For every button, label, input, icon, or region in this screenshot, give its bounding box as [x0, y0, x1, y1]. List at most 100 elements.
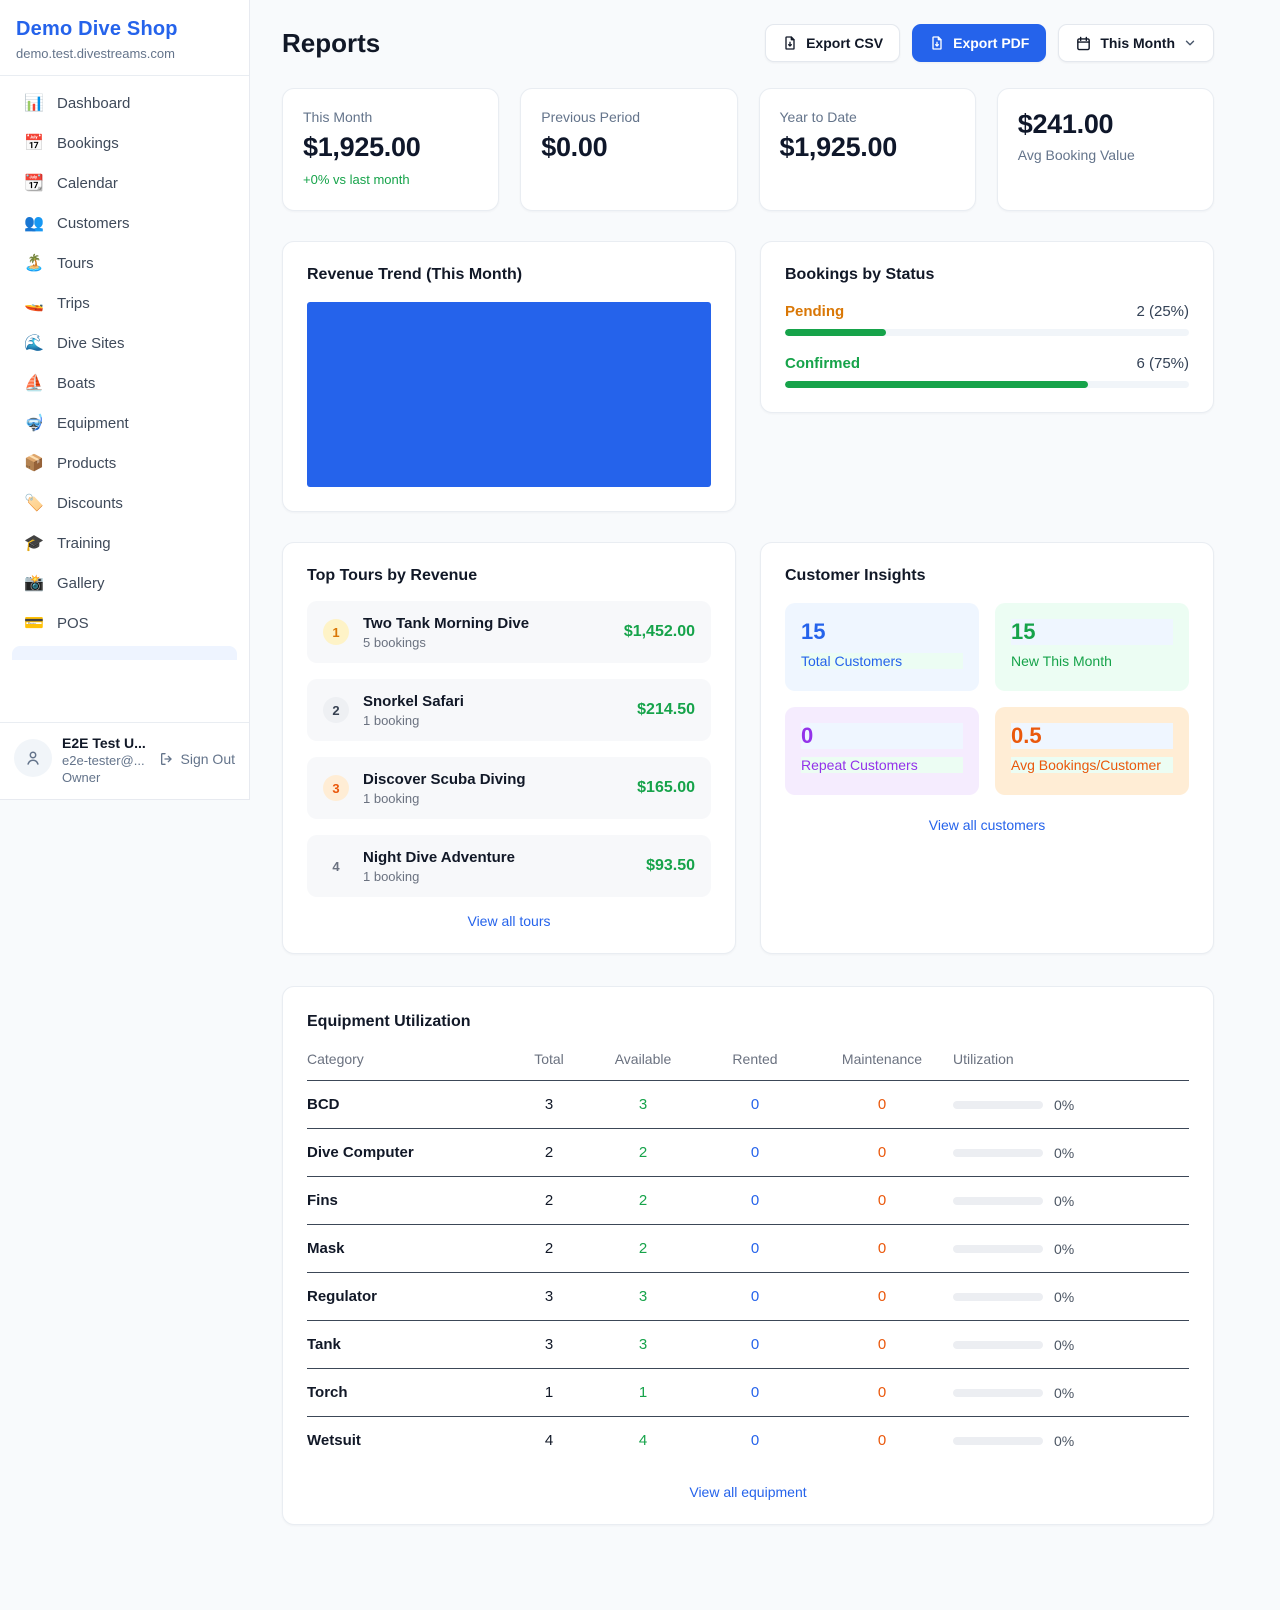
export-pdf-button[interactable]: Export PDF [912, 24, 1047, 62]
sidebar-nav-item[interactable]: ⛵ Boats [12, 366, 237, 401]
utilization-progress-track [953, 1340, 1043, 1349]
equipment-available: 1 [638, 1384, 648, 1401]
view-all-tours-link[interactable]: View all tours [467, 913, 551, 929]
revenue-trend-card: Revenue Trend (This Month) [282, 241, 736, 512]
nav-item-label: Dashboard [57, 95, 131, 112]
nav-item-icon: ⛵ [24, 374, 44, 392]
equipment-available: 2 [638, 1144, 648, 1161]
nav-item-icon: 🏷️ [24, 494, 44, 512]
calendar-icon [1077, 36, 1091, 50]
utilization-progress-track [953, 1100, 1043, 1109]
insight-value: 15 [801, 619, 963, 645]
sign-out-button[interactable]: Sign Out [159, 751, 235, 767]
column-header-rented: Rented [732, 1051, 778, 1067]
tour-list: 1 Two Tank Morning Dive 5 bookings $1,45… [307, 601, 711, 897]
nav-item-icon: 👥 [24, 214, 44, 232]
sidebar-nav-item[interactable]: 🤿 Equipment [12, 406, 237, 441]
sidebar-nav-item[interactable]: 🌊 Dive Sites [12, 326, 237, 361]
sidebar-nav-item[interactable]: 📦 Products [12, 446, 237, 481]
sidebar-nav-item[interactable]: 📅 Bookings [12, 126, 237, 161]
utilization-percent: 0% [1054, 1384, 1075, 1401]
tour-revenue: $165.00 [637, 779, 695, 796]
sidebar: Demo Dive Shop demo.test.divestreams.com… [0, 0, 250, 800]
sidebar-nav: 📊 Dashboard 📅 Bookings 📆 Calendar 👥 Cust… [0, 76, 249, 722]
status-progress-track [785, 329, 1189, 336]
sidebar-nav-item[interactable]: 📆 Calendar [12, 166, 237, 201]
nav-item-icon: 🏝️ [24, 254, 44, 272]
status-count: 6 (75%) [1136, 355, 1189, 372]
utilization-percent: 0% [1054, 1192, 1075, 1209]
tour-bookings-count: 5 bookings [363, 634, 426, 650]
stat-label: Year to Date [779, 109, 857, 125]
top-tours-title: Top Tours by Revenue [307, 567, 478, 584]
equipment-available: 3 [638, 1096, 648, 1113]
status-label: Pending [785, 303, 845, 320]
period-selector[interactable]: This Month [1058, 24, 1214, 62]
equipment-total: 2 [544, 1192, 554, 1209]
column-header-available: Available [614, 1051, 672, 1067]
insight-label: New This Month [1011, 653, 1173, 669]
nav-item-label: Customers [57, 215, 130, 232]
tour-revenue: $214.50 [637, 701, 695, 718]
tour-revenue: $93.50 [646, 857, 695, 874]
tour-rank-badge: 1 [323, 619, 349, 645]
nav-item-label: POS [57, 615, 89, 632]
nav-item-label: Trips [57, 295, 90, 312]
equipment-available: 2 [638, 1192, 648, 1209]
tour-bookings-count: 1 booking [363, 712, 420, 728]
stat-card-this-month: This Month $1,925.00 +0% vs last month [282, 88, 500, 211]
status-progress-fill [785, 381, 1088, 388]
tour-rank-badge: 2 [323, 697, 349, 723]
sidebar-nav-item[interactable]: 💳 POS [12, 606, 237, 641]
status-list: Pending 2 (25%) Confirmed 6 (75%) [785, 303, 1189, 388]
stat-value: $1,925.00 [779, 132, 898, 162]
sidebar-nav-item[interactable]: 👥 Customers [12, 206, 237, 241]
table-row: Torch 1 1 0 0 0% [307, 1369, 1189, 1417]
stat-card-previous-period: Previous Period $0.00 [520, 88, 738, 211]
sidebar-nav-item[interactable]: 📸 Gallery [12, 566, 237, 601]
stat-label: This Month [303, 109, 373, 125]
equipment-available: 3 [638, 1336, 648, 1353]
view-all-equipment-link[interactable]: View all equipment [689, 1484, 807, 1500]
active-nav-highlight-partial[interactable] [12, 646, 237, 660]
page-title: Reports [282, 27, 381, 58]
utilization-percent: 0% [1054, 1288, 1075, 1305]
user-name: E2E Test U... [62, 735, 146, 751]
sidebar-nav-item[interactable]: 🏷️ Discounts [12, 486, 237, 521]
table-row: Tank 3 3 0 0 0% [307, 1321, 1189, 1369]
equipment-available: 2 [638, 1240, 648, 1257]
stat-value: $1,925.00 [303, 132, 421, 162]
tour-bookings-count: 1 booking [363, 868, 420, 884]
equipment-utilization-title: Equipment Utilization [307, 1013, 471, 1030]
equipment-rented: 0 [750, 1384, 760, 1401]
file-export-icon [785, 36, 795, 50]
column-header-category: Category [307, 1051, 364, 1067]
sign-out-label: Sign Out [180, 751, 235, 767]
tour-name: Two Tank Morning Dive [363, 614, 530, 632]
nav-item-icon: 💳 [24, 614, 44, 632]
sidebar-nav-item[interactable]: 🎓 Training [12, 526, 237, 561]
user-info: E2E Test U... e2e-tester@... Owner [62, 735, 146, 785]
tour-rank-badge: 4 [332, 858, 340, 874]
bookings-by-status-card: Bookings by Status Pending 2 (25%) [760, 241, 1214, 413]
equipment-maintenance: 0 [877, 1336, 887, 1353]
equipment-category: Dive Computer [307, 1144, 414, 1161]
utilization-progress-track [953, 1244, 1043, 1253]
utilization-progress-track [953, 1148, 1043, 1157]
equipment-category: BCD [307, 1096, 340, 1113]
stat-label: Avg Booking Value [1017, 147, 1135, 163]
utilization-percent: 0% [1054, 1096, 1075, 1113]
equipment-maintenance: 0 [877, 1192, 887, 1209]
sidebar-nav-item[interactable]: 📊 Dashboard [12, 86, 237, 121]
nav-item-label: Training [57, 535, 111, 552]
insight-label: Repeat Customers [801, 757, 963, 773]
equipment-total: 3 [544, 1096, 554, 1113]
equipment-category: Torch [307, 1384, 348, 1401]
export-csv-button[interactable]: Export CSV [765, 24, 901, 62]
insight-label: Total Customers [801, 653, 963, 669]
sidebar-nav-item[interactable]: 🏝️ Tours [12, 246, 237, 281]
sidebar-nav-item[interactable]: 🚤 Trips [12, 286, 237, 321]
status-row: Pending 2 (25%) [785, 303, 1189, 336]
equipment-category: Tank [307, 1336, 341, 1353]
view-all-customers-link[interactable]: View all customers [928, 817, 1046, 833]
